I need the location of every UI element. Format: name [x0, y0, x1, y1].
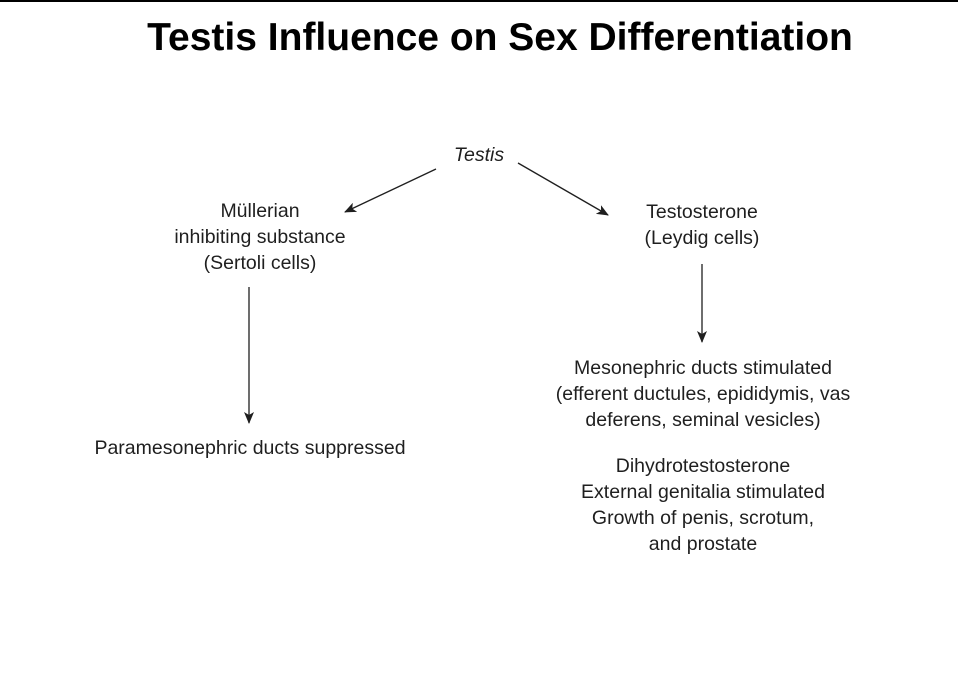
testis-label: Testis: [453, 144, 505, 166]
testosterone-node: Testosterone (Leydig cells): [592, 199, 812, 251]
page-title: Testis Influence on Sex Differentiation: [147, 16, 853, 59]
mesonephric-node: Mesonephric ducts stimulated (efferent d…: [523, 355, 883, 433]
testis-node: Testis: [429, 142, 529, 168]
testosterone-line-1: Testosterone: [646, 201, 758, 223]
dihydro-line-4: and prostate: [648, 533, 758, 555]
paramesonephric-line-1: Paramesonephric ducts suppressed: [94, 437, 406, 459]
mesonephric-line-3: deferens, seminal vesicles): [585, 409, 821, 431]
dihydrotestosterone-node: Dihydrotestosterone External genitalia s…: [553, 453, 853, 557]
top-rule: [0, 0, 958, 2]
mesonephric-line-1: Mesonephric ducts stimulated: [574, 357, 832, 379]
testosterone-line-2: (Leydig cells): [644, 227, 760, 249]
mesonephric-line-2: (efferent ductules, epididymis, vas: [555, 383, 851, 405]
arrow-testis-to-mullerian: [344, 168, 437, 213]
dihydro-line-2: External genitalia stimulated: [581, 481, 825, 503]
paramesonephric-node: Paramesonephric ducts suppressed: [60, 435, 440, 461]
mullerian-line-3: (Sertoli cells): [203, 252, 317, 274]
arrow-testis-to-testosterone: [517, 162, 609, 216]
mullerian-node: Müllerian inhibiting substance (Sertoli …: [130, 198, 390, 276]
dihydro-line-1: Dihydrotestosterone: [615, 455, 791, 477]
dihydro-line-3: Growth of penis, scrotum,: [591, 507, 815, 529]
mullerian-line-1: Müllerian: [220, 200, 300, 222]
mullerian-line-2: inhibiting substance: [174, 226, 346, 248]
